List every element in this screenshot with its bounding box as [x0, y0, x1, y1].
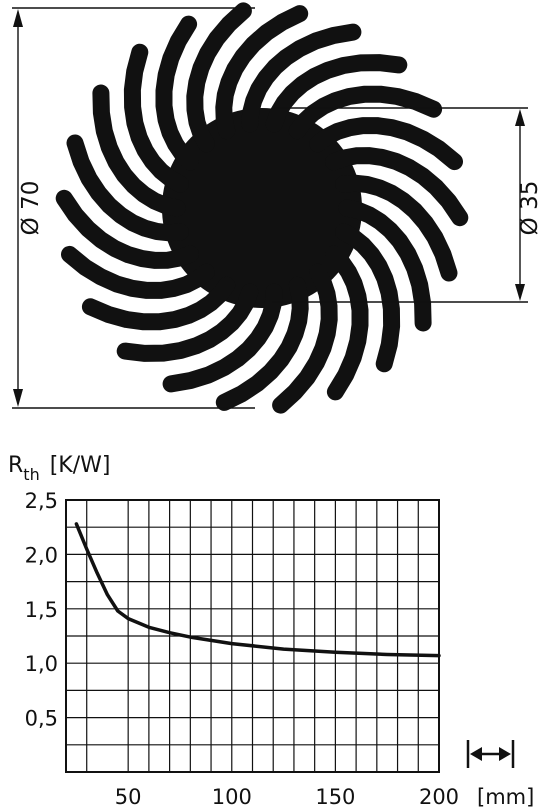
heatsink-fin	[288, 85, 443, 140]
heatsink-fin	[92, 84, 186, 217]
heatsink-fin	[309, 117, 463, 171]
heatsink-fin	[123, 43, 189, 193]
x-tick-label: 200	[419, 785, 459, 809]
x-axis-unit: [mm]	[477, 785, 534, 809]
inner-dim-arrow-bottom	[515, 284, 525, 301]
inner-diameter-dimension: Ø 35	[272, 107, 540, 303]
plot-frame	[65, 499, 440, 773]
inner-dim-label: Ø 35	[517, 181, 540, 236]
heatsink-fin	[335, 223, 401, 373]
y-axis-title: Rth [K/W]	[8, 453, 110, 484]
length-arrow-head-left	[470, 747, 482, 761]
heatsink-fin	[55, 189, 199, 269]
heatsink-fin	[162, 283, 283, 393]
x-tick-labels: 50 100 150 200	[115, 785, 459, 809]
inner-dim-arrow-top	[515, 109, 525, 126]
heatsink-fin	[241, 23, 362, 133]
heatsink-fin	[155, 15, 199, 171]
heatsink-fin	[338, 199, 432, 332]
x-tick-label: 150	[315, 785, 355, 809]
x-tick-label: 100	[212, 785, 252, 809]
heatsink-fin	[66, 134, 189, 242]
outer-dim-label: Ø 70	[18, 181, 44, 236]
heatsink-fin	[325, 147, 469, 227]
heatsink-fin	[81, 276, 236, 331]
outer-dim-arrow-top	[13, 9, 23, 27]
heatsink-fin	[335, 174, 458, 282]
heatsink-drawing	[55, 2, 469, 414]
heatsink-fin	[272, 263, 338, 414]
outer-diameter-dimension: Ø 70	[12, 7, 255, 409]
length-arrow-head-right	[499, 747, 511, 761]
heatsink-fin	[116, 283, 259, 362]
y-tick-labels: 0,5 1,0 1,5 2,0 2,5	[25, 489, 58, 731]
y-tick-label: 2,5	[25, 489, 58, 513]
rth-curve	[74, 522, 441, 658]
heatsink-fin	[61, 245, 215, 299]
x-tick-label: 50	[115, 785, 142, 809]
heatsink-fin	[265, 54, 408, 133]
heatsink-fin	[325, 245, 369, 401]
heatsink-core	[162, 108, 362, 308]
heatsink-fins	[55, 2, 469, 414]
y-tick-label: 0,5	[25, 707, 58, 731]
outer-dim-arrow-bottom	[13, 389, 23, 407]
heatsink-fin	[215, 5, 309, 140]
heatsink-fin	[215, 276, 309, 411]
chart-grid	[66, 500, 439, 772]
y-tick-label: 2,0	[25, 543, 58, 567]
y-tick-label: 1,0	[25, 652, 58, 676]
thermal-resistance-chart: Rth [K/W] 0,5 1,0 1,5 2,0 2,5 50 100 150 200 [mm…	[8, 453, 534, 809]
y-axis-symbol: R	[8, 453, 23, 478]
heatsink-fin	[186, 2, 252, 153]
length-arrow-icon	[466, 740, 515, 768]
y-axis-unit: [K/W]	[50, 453, 111, 478]
y-tick-label: 1,5	[25, 598, 58, 622]
y-axis-subscript: th	[23, 465, 39, 484]
